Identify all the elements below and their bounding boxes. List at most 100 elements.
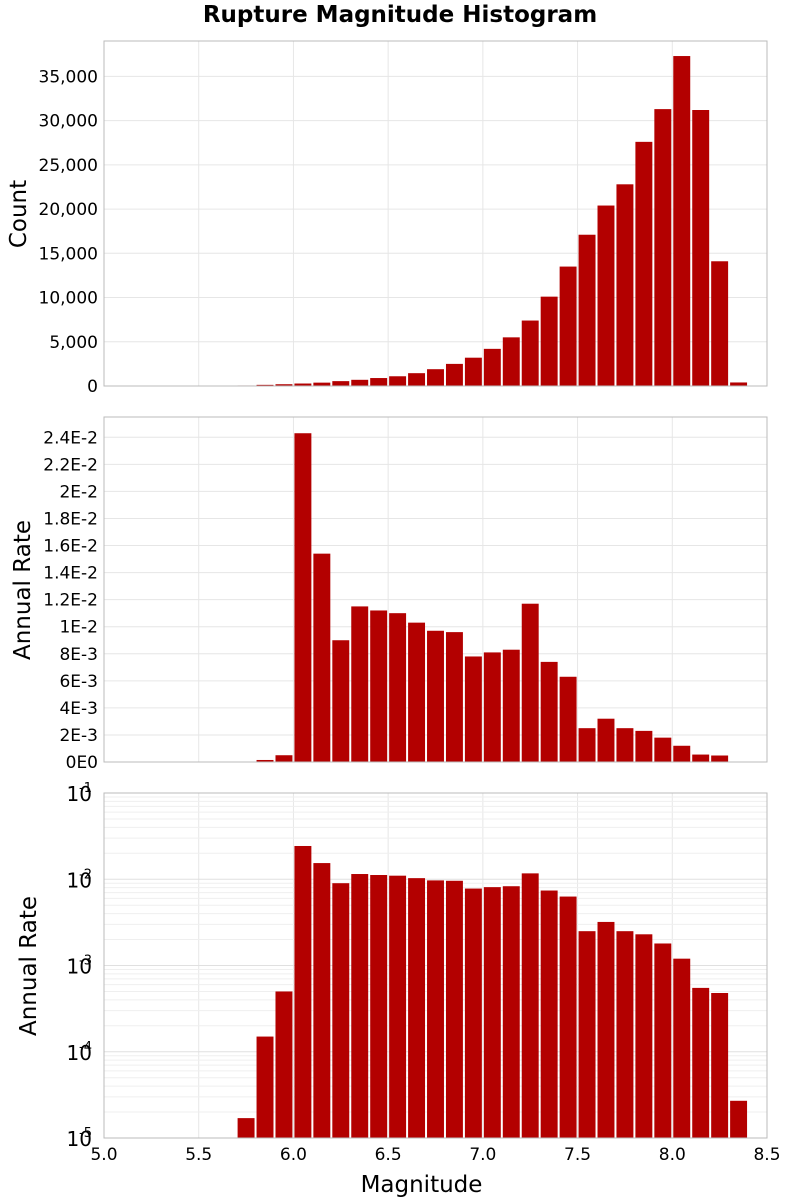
histogram-bar: [294, 383, 312, 386]
y-tick-label: 1.6E-2: [43, 537, 98, 557]
x-tick-label: 6.0: [280, 1145, 307, 1165]
histogram-bar: [256, 384, 274, 386]
y-tick-label: 35,000: [39, 67, 98, 87]
histogram-bar: [332, 640, 350, 762]
y-tick-exponent: -5: [79, 1126, 92, 1141]
histogram-bar: [483, 652, 501, 762]
y-tick-label: 2E-2: [59, 482, 98, 502]
histogram-bar: [559, 266, 577, 386]
y-tick-label: 2E-3: [59, 726, 98, 746]
y-tick-label: 4E-3: [59, 699, 98, 719]
chart-title: Rupture Magnitude Histogram: [202, 2, 598, 28]
histogram-bar: [673, 958, 691, 1138]
histogram-bar: [332, 883, 350, 1138]
plot-frame: [103, 40, 768, 387]
histogram-bar: [711, 261, 729, 386]
histogram-bar: [654, 737, 672, 762]
histogram-bar: [427, 880, 444, 1138]
histogram-bar: [616, 931, 634, 1138]
histogram-bar: [389, 875, 407, 1138]
histogram-bar: [408, 622, 426, 762]
histogram-bar: [237, 1118, 255, 1138]
x-tick-label: 5.5: [185, 1145, 212, 1165]
histogram-bar: [730, 382, 748, 386]
histogram-bar: [351, 874, 369, 1138]
histogram-bar: [275, 755, 293, 762]
histogram-bar: [502, 337, 520, 386]
histogram-bar: [597, 718, 615, 762]
y-tick-label: 1.8E-2: [43, 509, 98, 529]
y-tick-exponent: -4: [79, 1040, 92, 1055]
histogram-bar: [654, 943, 672, 1138]
y-axis-title: Annual Rate: [10, 520, 36, 660]
y-tick-base: 10: [67, 1127, 92, 1151]
y-tick-label: 1.4E-2: [43, 564, 98, 584]
y-tick-base: 10: [67, 955, 92, 979]
y-tick-label: 5,000: [49, 333, 98, 353]
y-tick-label: 30,000: [39, 112, 98, 132]
histogram-bar: [521, 873, 539, 1138]
plot-frame: [103, 416, 768, 763]
histogram-bar: [351, 606, 369, 762]
histogram-bar: [578, 234, 596, 386]
y-tick-exponent: -3: [79, 954, 92, 969]
y-tick-base: 10: [67, 868, 92, 892]
y-tick-label: 8E-3: [59, 645, 98, 665]
histogram-bar: [427, 630, 444, 762]
histogram-bar: [578, 728, 596, 762]
histogram-bar: [351, 379, 369, 386]
histogram-bar: [389, 613, 407, 762]
histogram-bar: [559, 896, 577, 1138]
histogram-bar: [445, 880, 463, 1138]
histogram-bar: [464, 357, 482, 386]
histogram-bar: [464, 888, 482, 1138]
histogram-bar: [692, 110, 710, 386]
histogram-bar: [427, 369, 444, 386]
histogram-bar: [673, 56, 691, 387]
y-tick-exponent: -2: [79, 867, 92, 882]
histogram-bar: [313, 553, 331, 762]
x-tick-label: 5.0: [90, 1145, 117, 1165]
y-tick-label: 15,000: [39, 244, 98, 264]
y-tick-label: 0: [87, 377, 98, 397]
histogram-bar: [521, 320, 539, 386]
y-tick-label: 2.2E-2: [43, 455, 98, 475]
histogram-bar: [370, 875, 388, 1138]
histogram-bar: [294, 433, 312, 762]
histogram-bar: [654, 109, 672, 386]
y-axis-title: Annual Rate: [16, 896, 42, 1036]
histogram-bar: [275, 991, 293, 1138]
histogram-bar: [370, 378, 388, 386]
histogram-bar: [635, 934, 653, 1138]
histogram-bar: [370, 610, 388, 762]
histogram-bar: [389, 376, 407, 386]
histogram-bar: [597, 921, 615, 1138]
histogram-bar: [332, 381, 350, 386]
y-axis-title: Count: [6, 180, 32, 248]
histogram-bar: [256, 1036, 274, 1138]
histogram-bar: [692, 987, 710, 1138]
x-tick-label: 8.0: [659, 1145, 686, 1165]
y-tick-label: 0E0: [66, 753, 98, 773]
histogram-bar: [578, 931, 596, 1138]
histogram-bar: [502, 886, 520, 1138]
x-tick-label: 6.5: [375, 1145, 402, 1165]
plot-frame: [103, 792, 768, 1139]
histogram-bar: [313, 382, 331, 386]
y-tick-exponent: -1: [79, 781, 92, 796]
histogram-bar: [692, 754, 710, 762]
histogram-bar: [711, 755, 729, 762]
histogram-bar: [730, 1100, 748, 1138]
histogram-bar: [635, 141, 653, 386]
histogram-bar: [521, 603, 539, 762]
y-tick-label: 1E-2: [59, 618, 98, 638]
y-tick-label: 1.2E-2: [43, 591, 98, 611]
y-tick-label: 6E-3: [59, 672, 98, 692]
histogram-bar: [540, 661, 558, 762]
histogram-bar: [635, 730, 653, 762]
histogram-bar: [540, 296, 558, 386]
x-axis-title: Magnitude: [361, 1172, 483, 1198]
histogram-bar: [616, 184, 634, 386]
x-tick-label: 8.5: [753, 1145, 780, 1165]
